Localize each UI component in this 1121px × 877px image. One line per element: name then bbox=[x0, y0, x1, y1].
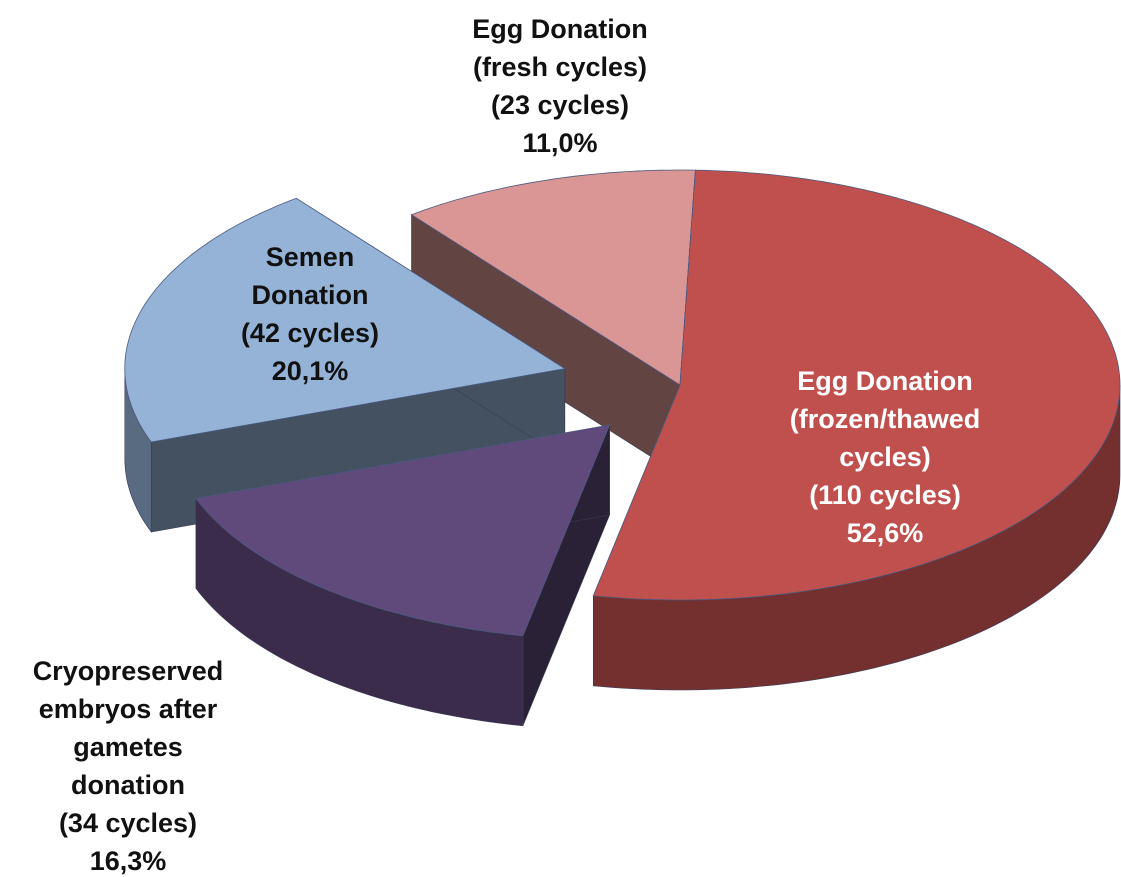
slice-label: Cryopreserved embryos after gametes dona… bbox=[22, 652, 234, 877]
slice-label: Semen Donation (42 cycles) 20,1% bbox=[225, 238, 395, 390]
slice bbox=[592, 169, 1121, 601]
slice bbox=[410, 169, 696, 386]
count-label: (110 cycles) bbox=[809, 480, 961, 510]
category-label: Egg Donation (fresh cycles) bbox=[472, 14, 648, 82]
slice bbox=[124, 197, 566, 443]
count-label: (42 cycles) bbox=[240, 318, 380, 348]
slice bbox=[195, 424, 611, 637]
slice-label: Egg Donation (frozen/thawed cycles) (110… bbox=[760, 362, 1010, 552]
category-label: Egg Donation (frozen/thawed cycles) bbox=[789, 366, 981, 472]
value-label: 11,0% bbox=[522, 128, 598, 158]
count-label: (34 cycles) bbox=[58, 808, 198, 838]
slice-label: Egg Donation (fresh cycles) (23 cycles) … bbox=[440, 10, 680, 162]
count-label: (23 cycles) bbox=[490, 90, 630, 120]
value-label: 52,6% bbox=[846, 518, 924, 548]
value-label: 20,1% bbox=[271, 356, 349, 386]
category-label: Cryopreserved embryos after gametes dona… bbox=[32, 656, 224, 800]
value-label: 16,3% bbox=[89, 846, 167, 876]
category-label: Semen Donation bbox=[251, 242, 369, 310]
